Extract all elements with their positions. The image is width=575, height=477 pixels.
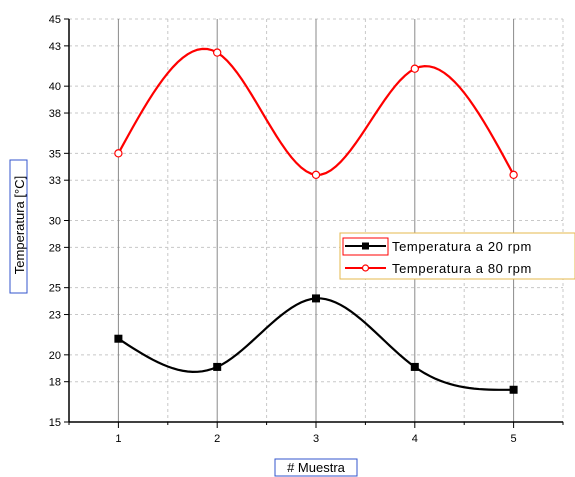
data-point	[410, 64, 419, 73]
legend-box	[339, 232, 575, 280]
y-tick-label: 33	[49, 175, 61, 187]
x-axis-title: # Muestra	[287, 460, 346, 475]
y-tick-label: 15	[49, 417, 61, 429]
legend-selection-box	[342, 237, 389, 256]
y-tick-label: 38	[49, 108, 61, 120]
y-tick-label: 43	[49, 41, 61, 53]
y-tick-label: 25	[49, 283, 61, 295]
y-tick-label: 45	[49, 14, 61, 26]
data-point	[114, 149, 123, 158]
legend-swatch-marker	[361, 264, 370, 272]
x-tick-label: 2	[214, 433, 220, 445]
data-point	[212, 48, 222, 57]
y-axis-title: Temperatura [°C]	[12, 176, 27, 274]
series-group	[114, 47, 518, 394]
legend: Temperatura a 20 rpm Temperatura a 80 rpm	[339, 232, 575, 280]
x-tick-label: 5	[511, 433, 517, 445]
series-2	[114, 47, 518, 180]
data-point	[114, 334, 123, 343]
y-tick-label: 18	[49, 377, 61, 389]
legend-swatch-marker	[362, 242, 369, 250]
data-point	[509, 385, 518, 394]
grid	[69, 18, 564, 422]
y-tick-label: 20	[49, 350, 61, 362]
x-tick-label: 3	[313, 433, 319, 445]
legend-label: Temperatura a 20 rpm	[392, 239, 532, 254]
legend-label: Temperatura a 80 rpm	[392, 261, 532, 276]
y-tick-label: 23	[49, 310, 61, 322]
y-tick-label: 40	[49, 81, 61, 93]
x-axis-title-box	[274, 458, 358, 477]
series-1	[114, 294, 518, 394]
y-tick-label: 28	[49, 242, 61, 254]
data-point	[410, 362, 419, 371]
y-tick-label: 35	[49, 148, 61, 160]
data-point	[509, 170, 518, 180]
data-point	[311, 170, 321, 180]
x-tick-label: 4	[412, 433, 418, 445]
data-point	[213, 362, 222, 371]
y-axis-title-box	[9, 159, 28, 294]
x-tick-label: 1	[115, 433, 121, 445]
data-point	[312, 294, 320, 303]
y-tick-label: 30	[49, 216, 61, 228]
